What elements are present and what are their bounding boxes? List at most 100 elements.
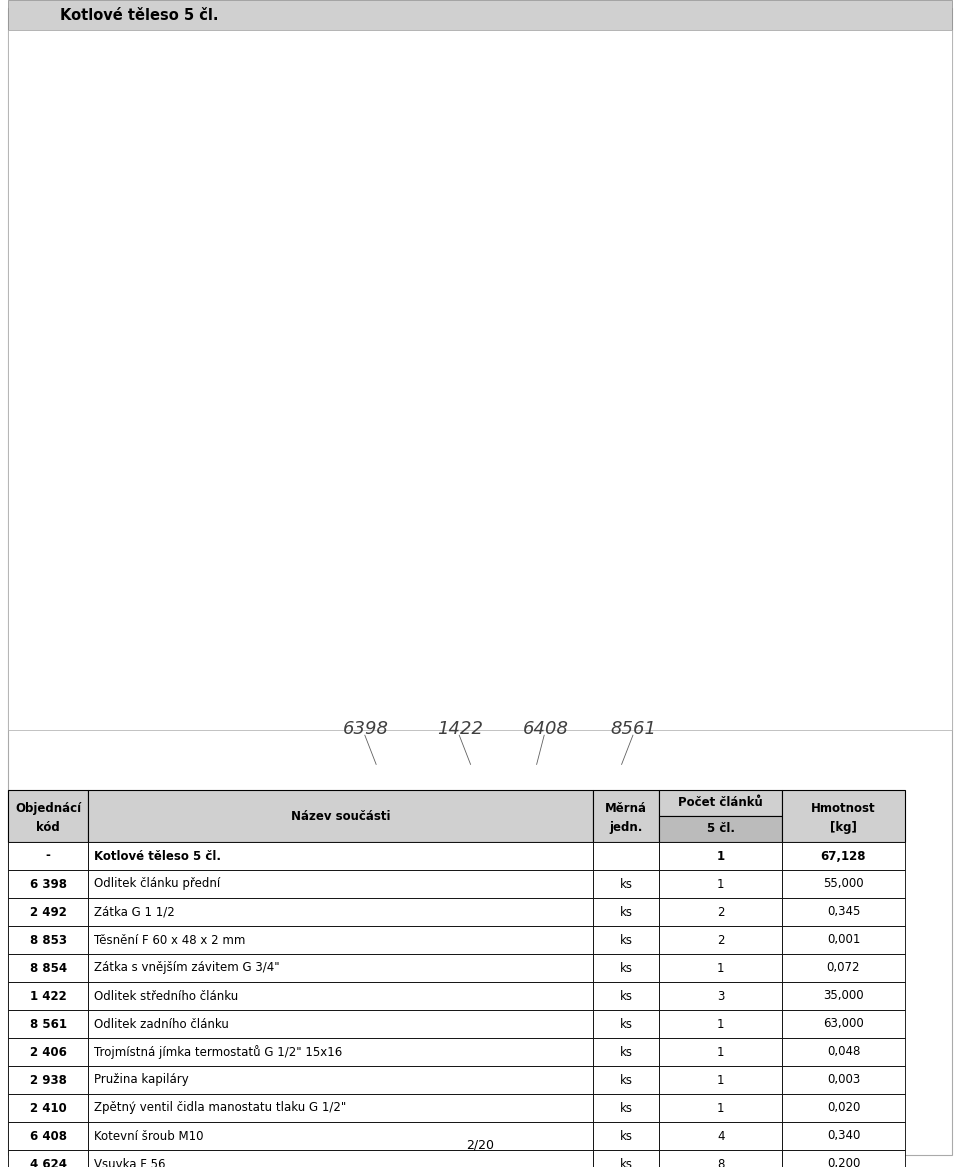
Bar [660,1093,782,1121]
Text: Kotevní šroub M10: Kotevní šroub M10 [94,1130,204,1142]
Bar [660,843,782,871]
Text: ks: ks [620,1074,633,1086]
Text: ks: ks [620,906,633,918]
Text: ks: ks [620,1130,633,1142]
Bar [88,1009,593,1037]
Text: 0,072: 0,072 [827,962,860,974]
Bar [593,981,660,1009]
Text: Pružina kapiláry: Pružina kapiláry [94,1074,189,1086]
Bar [88,1037,593,1065]
Bar [8,843,88,871]
Bar [660,953,782,981]
Bar [8,1009,88,1037]
Bar [782,1149,904,1167]
Text: 2 938: 2 938 [30,1074,66,1086]
Text: 55,000: 55,000 [823,878,864,890]
Text: ks: ks [620,1158,633,1167]
Text: 2 406: 2 406 [30,1046,66,1058]
Text: Název součásti: Název součásti [291,810,391,823]
Bar [660,816,782,843]
Bar [660,981,782,1009]
Text: Odlitek článku přední: Odlitek článku přední [94,878,221,890]
Text: ks: ks [620,878,633,890]
Bar [660,1009,782,1037]
Text: 0,001: 0,001 [827,934,860,946]
Text: Měrná: Měrná [606,802,647,815]
Text: 8561: 8561 [611,720,657,739]
Bar [782,981,904,1009]
Bar [782,790,904,843]
Text: 4 624: 4 624 [30,1158,66,1167]
Text: 2410: 2410 [391,1039,437,1057]
Bar [593,897,660,925]
Bar [782,953,904,981]
Text: Zátka G 1 1/2: Zátka G 1 1/2 [94,906,175,918]
Bar [782,1037,904,1065]
Text: 6398: 6398 [343,720,389,739]
Bar [660,1037,782,1065]
Bar [660,1121,782,1149]
Text: Počet článků: Počet článků [679,797,763,810]
Bar [593,953,660,981]
Text: ks: ks [620,962,633,974]
Bar [88,843,593,871]
Text: -: - [46,850,51,862]
Text: 5 čl.: 5 čl. [707,823,734,836]
Bar [593,1009,660,1037]
Bar [593,925,660,953]
Bar [782,925,904,953]
Text: 2: 2 [717,906,725,918]
Text: 0,200: 0,200 [827,1158,860,1167]
Text: 35,000: 35,000 [823,990,864,1002]
Bar [593,1065,660,1093]
Text: 4624: 4624 [249,977,295,995]
Bar [8,981,88,1009]
Text: Hmotnost: Hmotnost [811,802,876,815]
Text: 1: 1 [717,878,725,890]
Text: 0,340: 0,340 [827,1130,860,1142]
Bar [660,1149,782,1167]
Text: Vsuvka F 56: Vsuvka F 56 [94,1158,166,1167]
Bar [593,790,660,843]
Bar [782,1009,904,1037]
Bar [593,871,660,897]
Bar [782,1065,904,1093]
Bar [782,897,904,925]
Bar [8,1093,88,1121]
Text: Objednácí: Objednácí [15,802,82,815]
Text: 1: 1 [717,1102,725,1114]
Text: 1: 1 [717,850,725,862]
Text: 1: 1 [717,962,725,974]
Text: Kotlové těleso 5 čl.: Kotlové těleso 5 čl. [94,850,221,862]
Text: 67,128: 67,128 [821,850,866,862]
Text: 8 854: 8 854 [30,962,66,974]
Text: 63,000: 63,000 [823,1018,864,1030]
Text: 8 853: 8 853 [30,934,66,946]
Bar [8,1149,88,1167]
Text: 3: 3 [717,990,725,1002]
Text: Odlitek středního článku: Odlitek středního článku [94,990,238,1002]
Text: 2 410: 2 410 [30,1102,66,1114]
Text: 0,003: 0,003 [827,1074,860,1086]
Text: 0,345: 0,345 [827,906,860,918]
Bar [660,1065,782,1093]
Bar [8,1121,88,1149]
Bar [8,1065,88,1093]
Text: ks: ks [620,1102,633,1114]
Text: kód: kód [36,820,60,834]
Text: 6 398: 6 398 [30,878,66,890]
Text: Kotlové těleso 5 čl.: Kotlové těleso 5 čl. [60,7,219,22]
Text: Odlitek zadního článku: Odlitek zadního článku [94,1018,229,1030]
Text: ks: ks [620,990,633,1002]
Bar [88,925,593,953]
Text: ks: ks [620,1046,633,1058]
Bar [593,1121,660,1149]
Text: 8853: 8853 [88,977,134,995]
Bar [88,953,593,981]
Text: 2406: 2406 [541,1039,588,1057]
Bar [593,843,660,871]
Text: 4: 4 [717,1130,725,1142]
Bar [8,30,952,731]
Text: ks: ks [620,934,633,946]
Text: 1: 1 [717,1046,725,1058]
